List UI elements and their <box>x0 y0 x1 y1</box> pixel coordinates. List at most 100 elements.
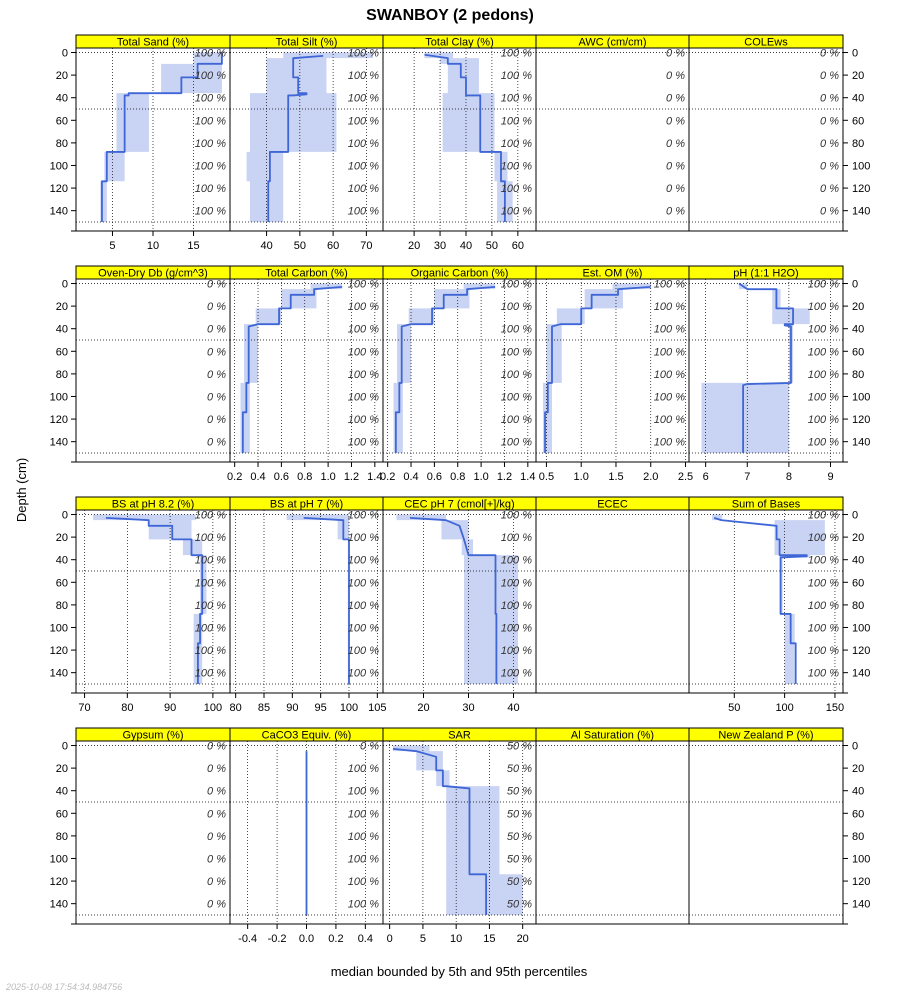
pct-label: 100 % <box>808 555 839 567</box>
y-tick-label-right: 100 <box>852 391 870 403</box>
pct-label: 0 % <box>820 160 839 172</box>
x-tick-label: 95 <box>315 702 327 714</box>
pct-label: 100 % <box>195 48 226 60</box>
y-tick-label-right: 60 <box>852 577 864 589</box>
pct-label: 100 % <box>808 532 839 544</box>
x-tick-label: 0.0 <box>299 933 314 945</box>
strip-label-total-silt: Total Silt (%) <box>276 37 338 49</box>
strip-label-est-om: Est. OM (%) <box>583 268 643 280</box>
x-tick-label: 50 <box>728 702 740 714</box>
pct-label: 100 % <box>348 763 379 775</box>
x-tick-label: 20 <box>408 240 420 252</box>
y-tick-label-right: 60 <box>852 346 864 358</box>
pct-label: 100 % <box>195 532 226 544</box>
pct-label: 100 % <box>501 645 532 657</box>
pct-label: 0 % <box>207 786 226 798</box>
y-tick-label-right: 140 <box>852 899 870 911</box>
y-tick-label-left: 140 <box>50 206 68 218</box>
y-tick-label-right: 20 <box>852 532 864 544</box>
percentile-band-total-sand <box>100 52 222 222</box>
y-tick-label-left: 0 <box>62 48 68 60</box>
pct-label: 100 % <box>348 115 379 127</box>
pct-label: 0 % <box>666 48 685 60</box>
median-line-ph-1-1-h2o <box>738 282 794 453</box>
pct-label: 100 % <box>348 391 379 403</box>
x-tick-label: 0.8 <box>450 471 465 483</box>
panel-sum-of-bases: Sum of Bases 100 % 100 % 100 % 100 % 100 % 100… <box>688 496 844 714</box>
y-tick-label-left: 140 <box>50 668 68 680</box>
panel-awc-cm-cm: AWC (cm/cm) 0 % 0 % 0 % 0 % 0 % 0 % 0 % 0 % <box>535 34 690 232</box>
y-tick-label-right: 40 <box>852 93 864 105</box>
pct-label: 0 % <box>207 741 226 753</box>
pct-label: 100 % <box>348 786 379 798</box>
y-tick-label-left: 100 <box>50 160 68 172</box>
x-tick-label: 1.0 <box>473 471 488 483</box>
y-tick-label-right: 80 <box>852 138 864 150</box>
pct-label: 0 % <box>666 183 685 195</box>
pct-label: 50 % <box>507 808 532 820</box>
strip-label-caco3-equiv: CaCO3 Equiv. (%) <box>262 730 352 742</box>
pct-label: 100 % <box>195 622 226 634</box>
x-axis-label: median bounded by 5th and 95th percentil… <box>331 964 588 979</box>
pct-label: 100 % <box>808 369 839 381</box>
x-tick-label: 1.4 <box>367 471 382 483</box>
pct-label: 100 % <box>501 532 532 544</box>
pct-label: 100 % <box>195 645 226 657</box>
y-tick-label-right: 20 <box>852 301 864 313</box>
pct-label: 100 % <box>501 138 532 150</box>
median-line-total-clay <box>424 53 506 222</box>
x-tick-label: 1.4 <box>520 471 535 483</box>
pct-label: 0 % <box>207 369 226 381</box>
pct-label: 100 % <box>348 600 379 612</box>
pct-label: 50 % <box>507 741 532 753</box>
percentile-band-bs-at-ph-7 <box>286 514 349 684</box>
x-tick-label: 0.8 <box>297 471 312 483</box>
percentile-band-sar <box>392 745 523 915</box>
y-tick-label-left: 60 <box>56 115 68 127</box>
pct-label: 0 % <box>820 48 839 60</box>
panel-oven-dry-db-g-cm-3: Oven-Dry Db (g/cm^3)0 %0 %0 %0 %0 %0 %0 … <box>75 265 231 463</box>
pct-label: 0 % <box>207 831 226 843</box>
x-tick-label: 1.0 <box>574 471 589 483</box>
pct-label: 100 % <box>501 622 532 634</box>
strip-label-gypsum: Gypsum (%) <box>122 730 183 742</box>
pct-label: 100 % <box>808 346 839 358</box>
y-tick-label-right: 0 <box>852 279 858 291</box>
pct-label: 100 % <box>501 301 532 313</box>
x-tick-label: 2.0 <box>643 471 658 483</box>
panel-cec-ph-7-cmol-kg: CEC pH 7 (cmol[+]/kg)100 %100 %100 %100 … <box>382 496 537 714</box>
percentile-band-cec-ph-7-cmol-kg <box>396 514 518 684</box>
y-tick-label-left: 80 <box>56 600 68 612</box>
pct-label: 100 % <box>654 279 685 291</box>
panel-grid: Total Sand (%)100 %100 %100 %100 %100 %1… <box>50 34 870 945</box>
pct-label: 50 % <box>507 853 532 865</box>
x-tick-label: 20 <box>417 702 429 714</box>
pct-label: 100 % <box>654 369 685 381</box>
x-tick-label: 100 <box>204 702 222 714</box>
percentile-band-bs-at-ph-8-2 <box>93 514 207 684</box>
pct-label: 100 % <box>808 510 839 522</box>
pct-label: 100 % <box>501 70 532 82</box>
x-tick-label: 70 <box>360 240 372 252</box>
y-tick-label-right: 120 <box>852 183 870 195</box>
pct-label: 0 % <box>820 115 839 127</box>
y-tick-label-left: 100 <box>50 622 68 634</box>
pct-label: 100 % <box>348 346 379 358</box>
x-tick-label: 15 <box>483 933 495 945</box>
panel-caco3-equiv: CaCO3 Equiv. (%) 0 % 100 % 100 % 100 % 100 % 1… <box>229 727 384 945</box>
pct-label: 100 % <box>501 115 532 127</box>
x-tick-label: 0.6 <box>274 471 289 483</box>
x-tick-label: 100 <box>340 702 358 714</box>
strip-label-total-carbon: Total Carbon (%) <box>265 268 348 280</box>
y-tick-label-right: 140 <box>852 437 870 449</box>
x-tick-label: 40 <box>507 702 519 714</box>
y-tick-label-left: 40 <box>56 93 68 105</box>
strip-label-new-zealand-p: New Zealand P (%) <box>718 730 813 742</box>
pct-label: 100 % <box>501 48 532 60</box>
pct-label: 100 % <box>808 279 839 291</box>
x-tick-label: 50 <box>294 240 306 252</box>
pct-label: 100 % <box>501 206 532 218</box>
x-tick-label: 1.2 <box>344 471 359 483</box>
y-tick-label-right: 120 <box>852 876 870 888</box>
x-tick-label: 0.4 <box>403 471 418 483</box>
